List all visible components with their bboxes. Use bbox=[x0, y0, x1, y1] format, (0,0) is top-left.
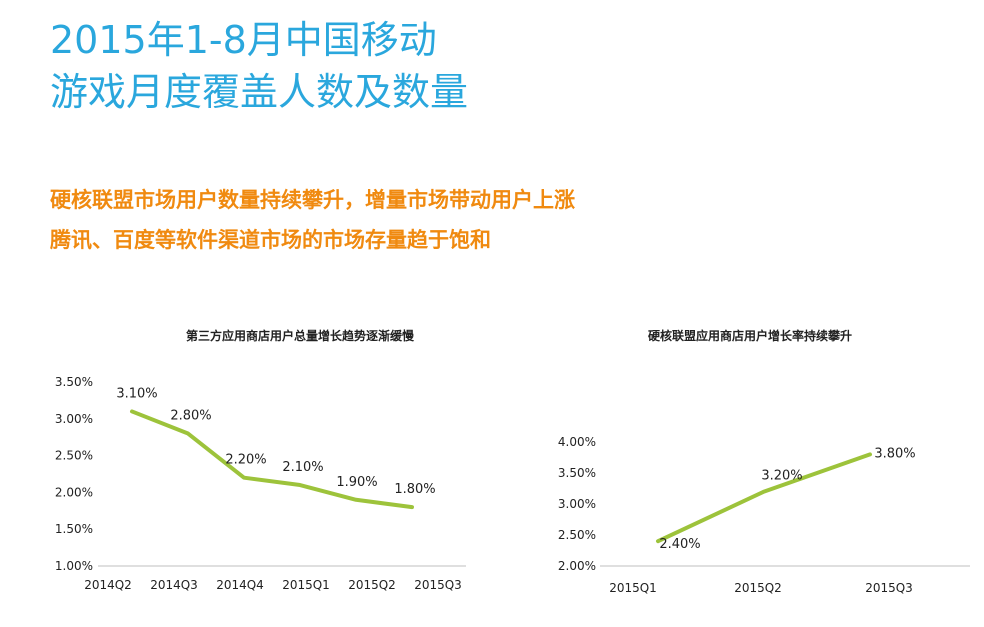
data-label: 2.80% bbox=[170, 409, 211, 424]
data-label: 2.20% bbox=[225, 453, 266, 468]
chart-title: 硬核联盟应用商店用户增长率持续攀升 bbox=[648, 328, 852, 343]
y-tick-label: 1.00% bbox=[55, 559, 93, 573]
page-title-line-2: 游戏月度覆盖人数及数量 bbox=[50, 70, 469, 114]
chart-third-party-store: 第三方应用商店用户总量增长趋势逐渐缓慢 3.50% 3.00% 2.50% 2.00%… bbox=[55, 328, 466, 592]
chart-hardcore-alliance-store: 硬核联盟应用商店用户增长率持续攀升 4.00% 3.50% 3.00% 2.50% 2.… bbox=[558, 328, 970, 595]
data-label: 3.20% bbox=[761, 469, 802, 484]
data-label: 2.40% bbox=[659, 537, 700, 552]
y-tick-label: 3.50% bbox=[55, 375, 93, 389]
page-title-line-1: 2015年1-8月中国移动 bbox=[50, 18, 437, 62]
y-tick-label: 4.00% bbox=[558, 435, 596, 449]
x-tick-label: 2015Q3 bbox=[865, 581, 913, 595]
summary-text: 硬核联盟市场用户数量持续攀升，增量市场带动用户上涨 腾讯、百度等软件渠道市场的市… bbox=[50, 180, 575, 260]
data-label: 3.10% bbox=[116, 386, 157, 401]
x-tick-label: 2015Q2 bbox=[348, 578, 396, 592]
page-title: 2015年1-8月中国移动 游戏月度覆盖人数及数量 bbox=[50, 14, 468, 118]
x-tick-label: 2015Q2 bbox=[734, 581, 782, 595]
series-line bbox=[656, 452, 872, 544]
x-tick-label: 2015Q1 bbox=[282, 578, 330, 592]
summary-line-2: 腾讯、百度等软件渠道市场的市场存量趋于饱和 bbox=[50, 228, 491, 252]
x-tick-label: 2015Q3 bbox=[414, 578, 462, 592]
y-tick-label: 2.00% bbox=[55, 485, 93, 499]
y-tick-label: 3.50% bbox=[558, 466, 596, 480]
y-tick-label: 1.50% bbox=[55, 522, 93, 536]
data-label: 1.90% bbox=[336, 475, 377, 490]
y-tick-label: 3.00% bbox=[55, 412, 93, 426]
x-tick-label: 2014Q2 bbox=[84, 578, 132, 592]
data-label: 1.80% bbox=[394, 482, 435, 497]
x-tick-label: 2014Q4 bbox=[216, 578, 264, 592]
data-label: 2.10% bbox=[282, 460, 323, 475]
chart-title: 第三方应用商店用户总量增长趋势逐渐缓慢 bbox=[186, 328, 415, 343]
y-tick-label: 2.50% bbox=[558, 528, 596, 542]
y-tick-label: 2.50% bbox=[55, 449, 93, 463]
series-line bbox=[130, 409, 414, 510]
x-tick-label: 2015Q1 bbox=[609, 581, 657, 595]
summary-line-1: 硬核联盟市场用户数量持续攀升，增量市场带动用户上涨 bbox=[50, 188, 575, 212]
x-tick-label: 2014Q3 bbox=[150, 578, 198, 592]
data-label: 3.80% bbox=[874, 446, 915, 461]
y-tick-label: 2.00% bbox=[558, 559, 596, 573]
y-tick-label: 3.00% bbox=[558, 497, 596, 511]
